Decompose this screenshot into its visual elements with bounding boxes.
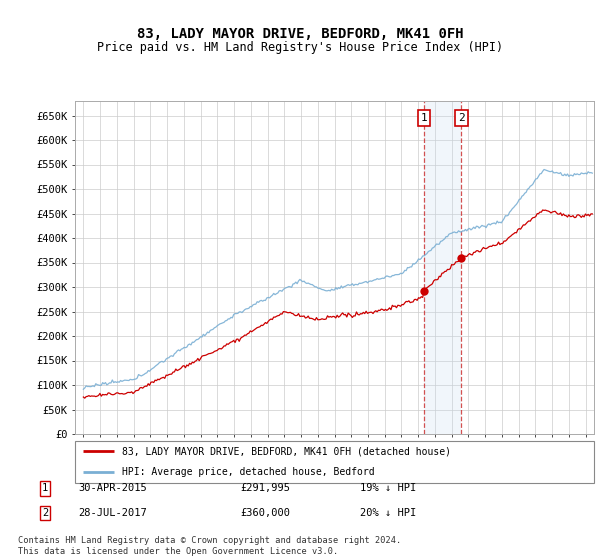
Bar [424, 101, 461, 434]
Text: HPI: Average price, detached house, Bedford: HPI: Average price, detached house, Bedf… [122, 467, 374, 477]
Text: 83, LADY MAYOR DRIVE, BEDFORD, MK41 0FH (detached house): 83, LADY MAYOR DRIVE, BEDFORD, MK41 0FH … [122, 446, 451, 456]
Text: 20% ↓ HPI: 20% ↓ HPI [360, 508, 416, 518]
Text: 2: 2 [458, 113, 465, 123]
Text: 28-JUL-2017: 28-JUL-2017 [78, 508, 147, 518]
Text: 30-APR-2015: 30-APR-2015 [78, 483, 147, 493]
Text: 19% ↓ HPI: 19% ↓ HPI [360, 483, 416, 493]
Text: 1: 1 [421, 113, 427, 123]
Text: £291,995: £291,995 [240, 483, 290, 493]
Text: 83, LADY MAYOR DRIVE, BEDFORD, MK41 0FH: 83, LADY MAYOR DRIVE, BEDFORD, MK41 0FH [137, 27, 463, 41]
FancyBboxPatch shape [75, 441, 594, 483]
Text: 1: 1 [42, 483, 48, 493]
Text: Contains HM Land Registry data © Crown copyright and database right 2024.
This d: Contains HM Land Registry data © Crown c… [18, 536, 401, 556]
Text: £360,000: £360,000 [240, 508, 290, 518]
Text: 2: 2 [42, 508, 48, 518]
Text: Price paid vs. HM Land Registry's House Price Index (HPI): Price paid vs. HM Land Registry's House … [97, 40, 503, 54]
